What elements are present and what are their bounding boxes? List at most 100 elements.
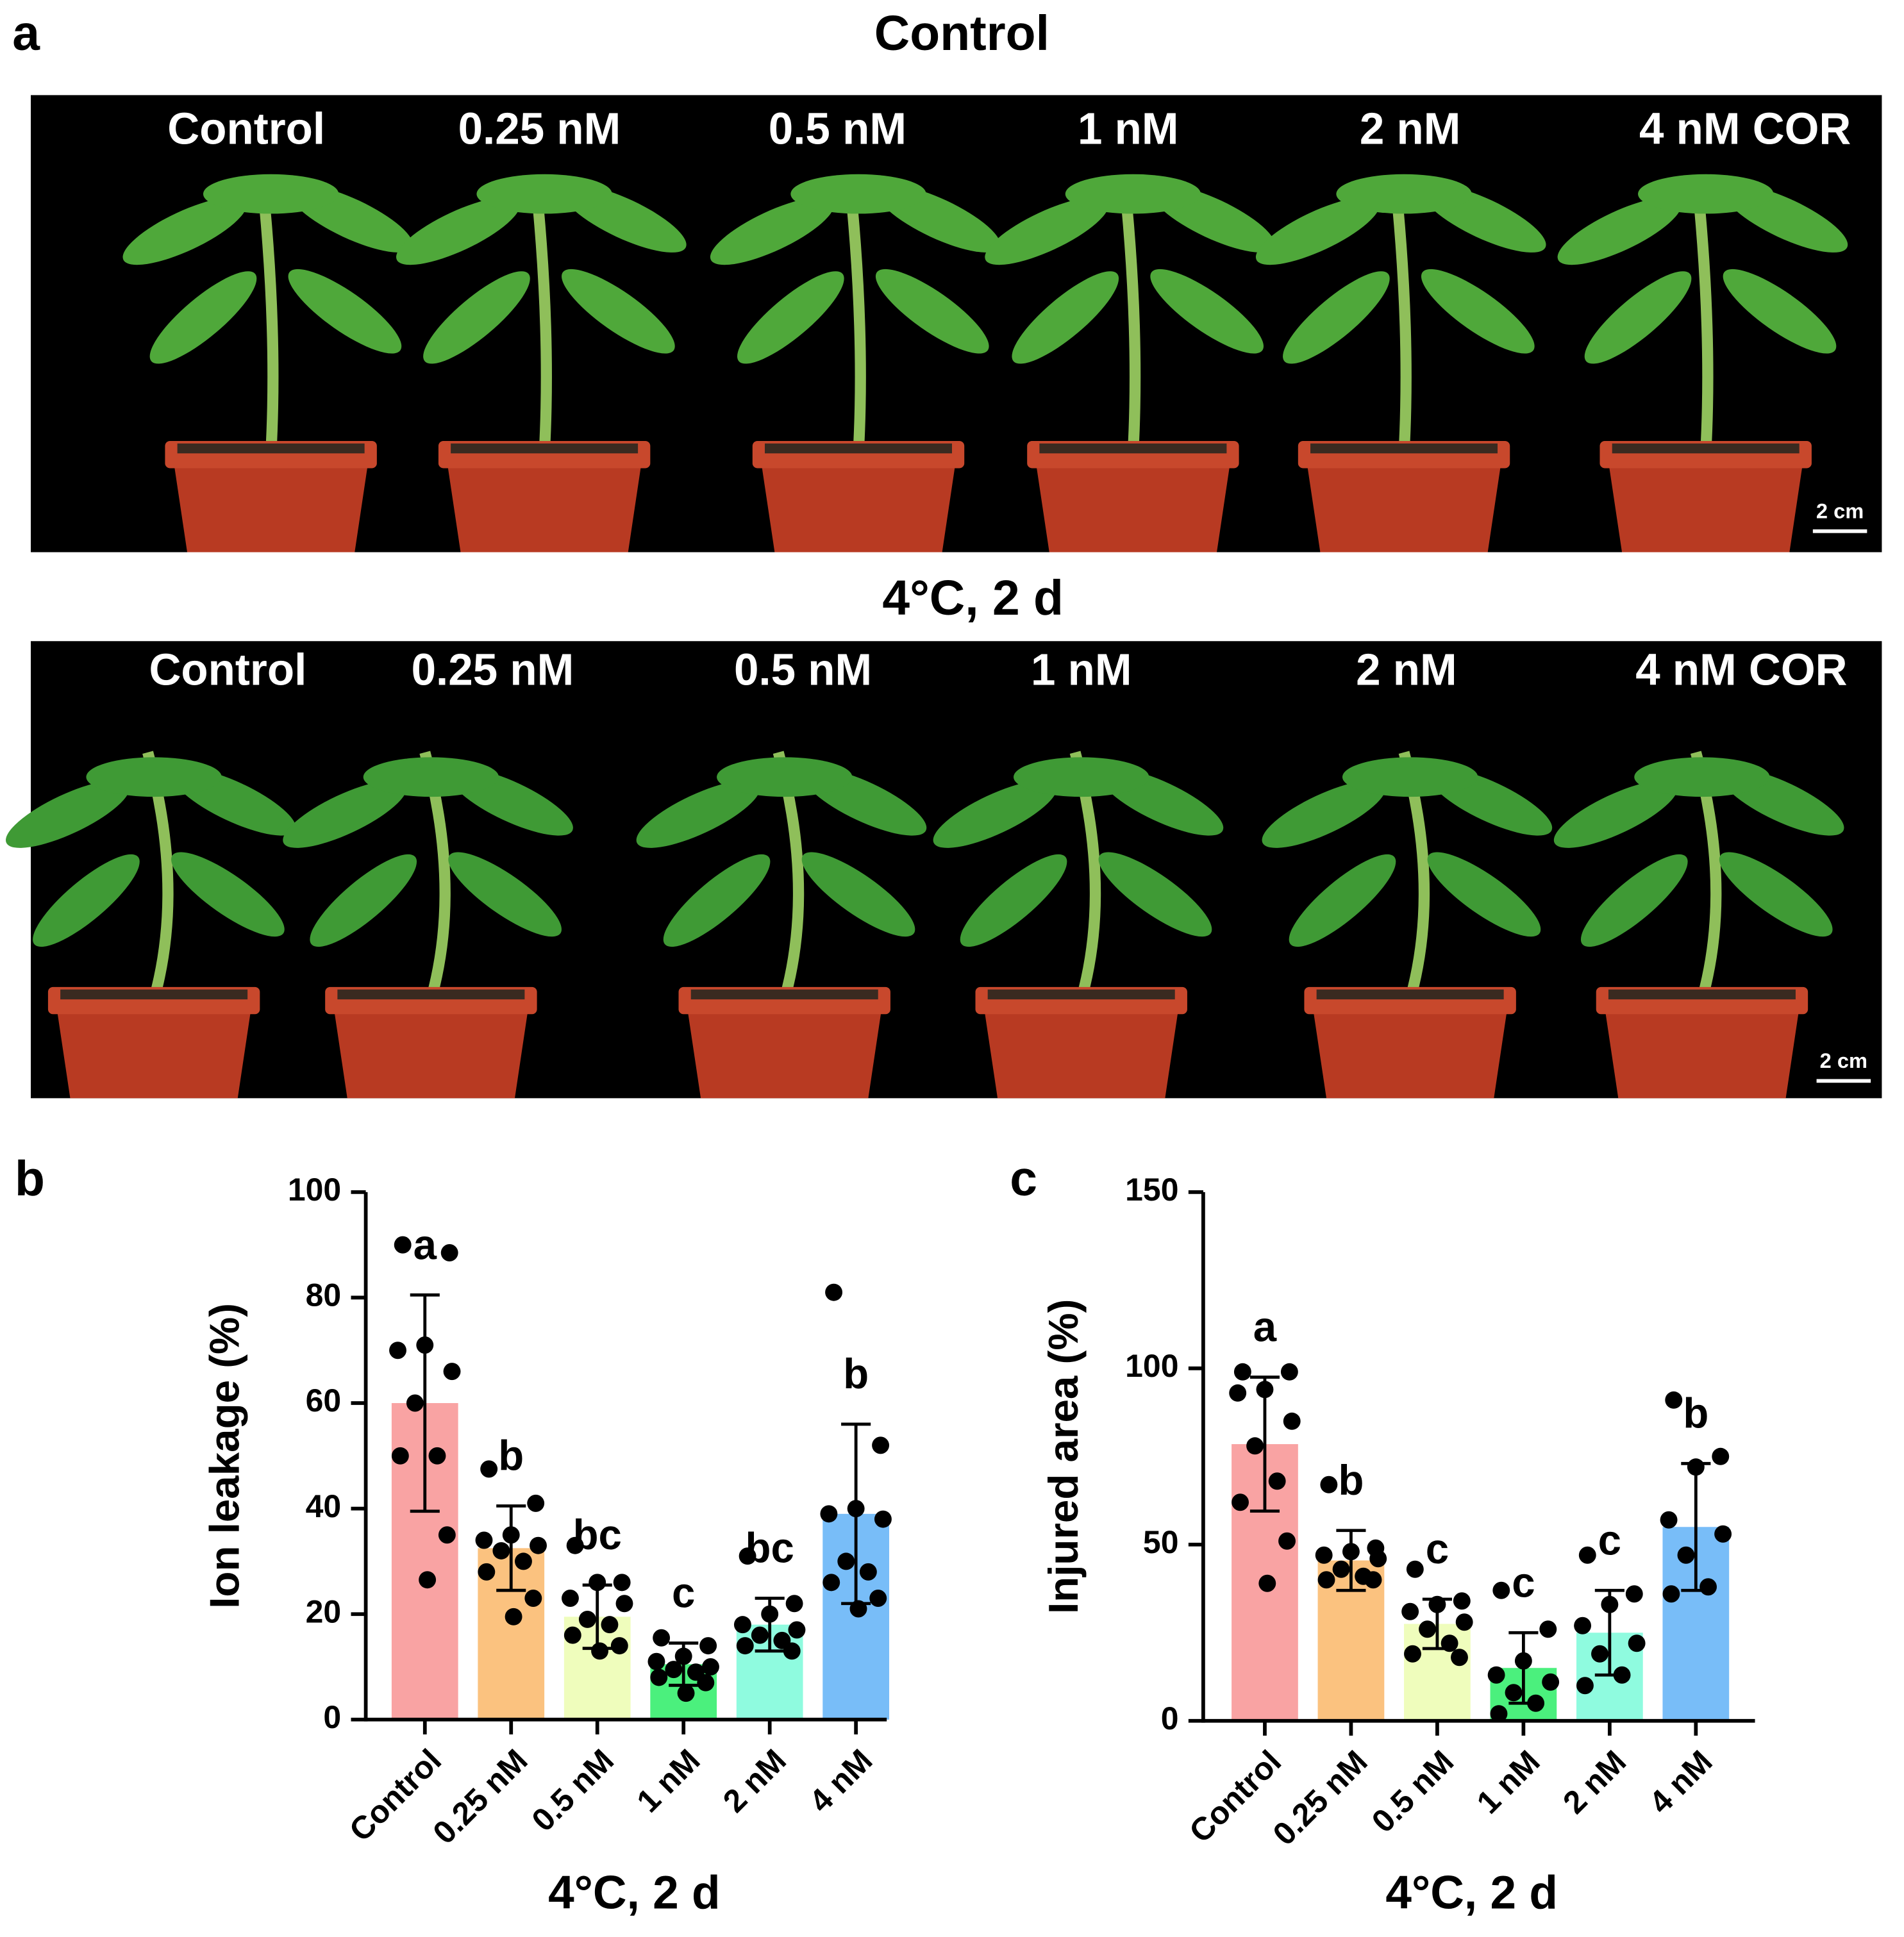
leaf	[33, 854, 140, 947]
data-point	[1714, 1525, 1732, 1543]
data-point	[1258, 1574, 1276, 1592]
photo-label: 4 nM COR	[1639, 103, 1851, 153]
data-point	[443, 1363, 461, 1381]
scale-bar-label: 2 cm	[1816, 499, 1864, 522]
data-point	[1625, 1585, 1643, 1603]
data-point	[1455, 1613, 1473, 1631]
leaf	[1634, 757, 1770, 797]
data-point	[1453, 1592, 1471, 1610]
data-point	[1280, 1363, 1298, 1381]
leaf	[1580, 854, 1688, 947]
pot	[55, 999, 253, 1099]
data-point	[665, 1661, 683, 1679]
data-point	[610, 1637, 628, 1655]
data-point	[589, 1574, 606, 1592]
pot	[1305, 453, 1503, 553]
leaf	[1336, 174, 1472, 214]
data-point	[438, 1526, 456, 1544]
leaf	[1553, 780, 1678, 848]
leaf	[363, 757, 499, 797]
data-point	[391, 1447, 409, 1465]
stem	[846, 206, 866, 454]
leaf	[1255, 197, 1380, 265]
data-point	[1404, 1645, 1421, 1663]
data-point	[578, 1610, 596, 1628]
data-point	[859, 1563, 877, 1581]
pot	[1311, 999, 1509, 1099]
data-point	[1578, 1546, 1596, 1564]
data-point	[1320, 1476, 1338, 1493]
leaf	[1719, 852, 1833, 937]
leaf	[801, 852, 915, 937]
error-bar	[410, 1293, 440, 1513]
data-point	[566, 1536, 584, 1554]
soil	[1316, 989, 1504, 1000]
data-point	[653, 1629, 671, 1647]
photo	[31, 641, 1882, 1099]
stem	[532, 206, 552, 454]
leaf	[1638, 174, 1774, 214]
data-point	[1574, 1617, 1592, 1634]
data-point	[699, 1637, 717, 1655]
data-point	[389, 1342, 406, 1359]
y-tick-label: 60	[306, 1383, 342, 1418]
leaf	[86, 757, 222, 797]
data-point	[1492, 1581, 1510, 1599]
data-point	[1369, 1550, 1387, 1568]
data-point	[1278, 1532, 1296, 1550]
leaf	[122, 197, 247, 265]
x-tick-label: 2 nM	[716, 1742, 793, 1819]
pot	[983, 999, 1180, 1099]
data-point	[872, 1436, 890, 1454]
data-point	[613, 1574, 631, 1592]
data-point	[1428, 1595, 1446, 1613]
data-point	[1542, 1673, 1560, 1691]
data-point	[1246, 1437, 1264, 1455]
soil	[337, 989, 525, 1000]
pot	[172, 453, 370, 553]
leaf	[1427, 852, 1541, 937]
data-point	[874, 1510, 892, 1528]
error-bar	[1249, 1376, 1280, 1513]
x-tick-label: 1 nM	[630, 1742, 707, 1819]
data-point	[674, 1647, 692, 1665]
photo-label: 0.25 nM	[412, 645, 574, 695]
data-point	[1505, 1684, 1523, 1702]
error-bar	[1336, 1529, 1366, 1592]
photo-title: Control	[874, 6, 1049, 61]
x-tick-label: 2 nM	[1556, 1743, 1633, 1820]
data-point	[406, 1394, 424, 1412]
data-point	[1419, 1620, 1436, 1638]
data-point	[1256, 1381, 1274, 1399]
photo-label: 2 nM	[1360, 103, 1461, 153]
pot	[332, 999, 530, 1099]
y-tick-label: 80	[306, 1277, 342, 1313]
data-point	[1283, 1412, 1301, 1430]
plant	[1557, 174, 1848, 553]
leaf	[423, 271, 530, 364]
data-point	[562, 1590, 579, 1608]
plant	[283, 751, 573, 1099]
leaf	[1723, 269, 1837, 354]
x-tick-label: 1 nM	[1470, 1743, 1547, 1820]
data-point	[1628, 1634, 1646, 1652]
leaf	[6, 780, 130, 848]
significance-letter: b	[843, 1351, 869, 1397]
plant	[1255, 174, 1546, 553]
data-point	[440, 1243, 458, 1261]
plant	[710, 174, 1001, 553]
leaf	[933, 780, 1057, 848]
data-point	[751, 1626, 769, 1644]
leaf	[1012, 271, 1119, 364]
data-point	[1665, 1391, 1683, 1409]
data-point	[1317, 1571, 1335, 1589]
leaf	[1065, 174, 1201, 214]
x-tick-label: 0.5 nM	[525, 1742, 621, 1838]
data-point	[739, 1547, 756, 1565]
plant	[1262, 751, 1553, 1099]
data-point	[1514, 1652, 1532, 1670]
plant	[985, 174, 1275, 553]
data-point	[480, 1460, 498, 1478]
y-tick-label: 150	[1125, 1172, 1178, 1208]
